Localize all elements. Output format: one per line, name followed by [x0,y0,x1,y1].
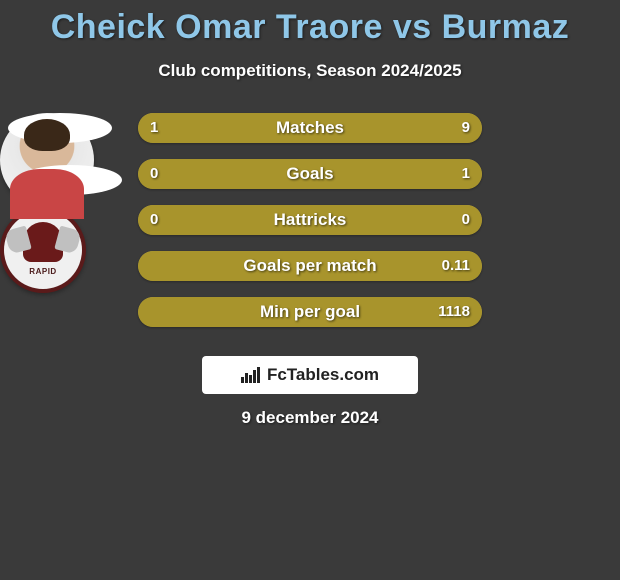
footer-date: 9 december 2024 [0,408,620,428]
stat-label: Hattricks [138,205,482,235]
site-name: FcTables.com [267,365,379,385]
stat-value-left: 0 [150,159,158,189]
stat-row: Min per goal1118 [138,297,482,327]
player-right-club-badge [0,207,86,293]
page-title: Cheick Omar Traore vs Burmaz [0,0,620,47]
stat-row: Goals0 1 [138,159,482,189]
stat-row: Hattricks0 0 [138,205,482,235]
stat-row: Goals per match0.11 [138,251,482,281]
stat-value-left: 1 [150,113,158,143]
club-logo-icon [13,220,73,280]
stat-label: Matches [138,113,482,143]
stat-row: Matches1 9 [138,113,482,143]
stat-value-left: 0 [150,205,158,235]
stat-value-right: 0.11 [442,251,470,281]
site-badge: FcTables.com [202,356,418,394]
stat-label: Min per goal [138,297,482,327]
stat-value-right: 1118 [438,297,470,327]
subtitle: Club competitions, Season 2024/2025 [0,61,620,81]
stat-value-right: 1 [462,159,470,189]
stat-value-right: 9 [462,113,470,143]
stat-bars: Matches19Goals01Hattricks00Goals per mat… [138,113,482,343]
stat-value-right: 0 [462,205,470,235]
comparison-chart: Matches19Goals01Hattricks00Goals per mat… [0,113,620,293]
stat-label: Goals [138,159,482,189]
bar-chart-icon [241,367,261,383]
stat-label: Goals per match [138,251,482,281]
